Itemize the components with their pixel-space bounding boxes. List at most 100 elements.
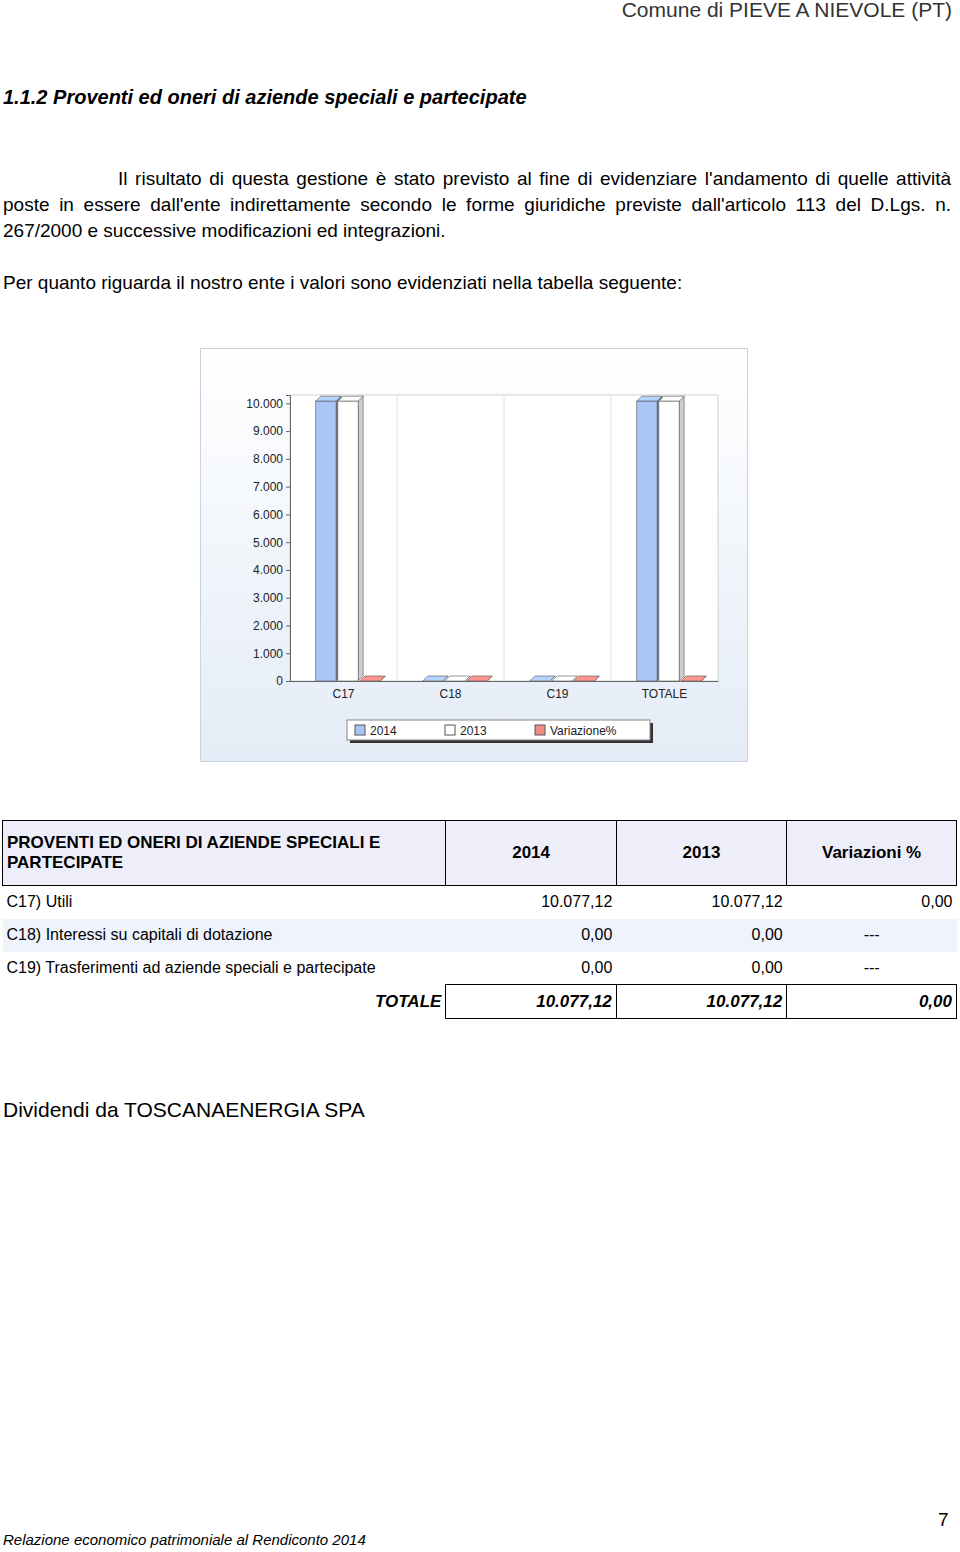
x-axis: C17 C18 C19 TOTALE (291, 681, 719, 701)
bar-top (530, 676, 555, 681)
bar (681, 681, 701, 682)
legend-label: 2014 (370, 724, 397, 738)
row: C18) Interessi su capitali di dotazione0… (3, 919, 957, 952)
tick-label: TOTALE (642, 687, 688, 701)
bar-top (338, 396, 363, 401)
tick-label: 10.000 (246, 397, 283, 411)
tick: 10.000 (246, 397, 290, 411)
cell: C18) Interessi su capitali di dotazione (3, 919, 446, 952)
tick-mark (286, 681, 290, 682)
cell: 0,00 (616, 952, 786, 985)
bar-group (552, 676, 577, 681)
bar (552, 681, 572, 682)
tick-label: 6.000 (253, 508, 283, 522)
legend-label: 2013 (460, 724, 487, 738)
note: Dividendi da TOSCANAENERGIA SPA (3, 1098, 365, 1122)
tick-mark (286, 653, 290, 654)
cell: 0,00 (446, 952, 616, 985)
bar-top (360, 676, 385, 681)
bar (530, 681, 550, 682)
tick-label: 4.000 (253, 563, 283, 577)
tick-label: 1.000 (253, 647, 283, 661)
cell: 0,00 (446, 919, 616, 952)
bar-side (679, 396, 684, 681)
tick-label: 2.000 (253, 619, 283, 633)
total-cell: 10.077,12 (446, 985, 616, 1019)
bar (637, 401, 657, 681)
header-cell: PROVENTI ED ONERI DI AZIENDE SPECIALI E … (3, 821, 446, 886)
tick-label: C17 (332, 687, 354, 701)
table: PROVENTI ED ONERI DI AZIENDE SPECIALI E … (2, 820, 957, 1019)
tick-mark (286, 459, 290, 460)
tick: 5.000 (253, 536, 290, 550)
plot-area (290, 395, 718, 681)
tick: 9.000 (253, 424, 290, 438)
y-axis: 0 1.000 2.000 3.000 4.000 5.000 6.000 7.000 8.00… (246, 396, 290, 689)
total-cell: TOTALE (3, 985, 446, 1019)
tick-mark (286, 598, 290, 599)
tick-label: 0 (276, 674, 283, 688)
tick-mark (286, 514, 290, 515)
bar-top (445, 676, 470, 681)
tick-label: C19 (546, 687, 568, 701)
tick: C18 (439, 681, 461, 701)
tick-label: 9.000 (253, 424, 283, 438)
cell: 10.077,12 (616, 886, 786, 919)
bar-top (423, 676, 448, 681)
total-cell: 0,00 (787, 985, 957, 1019)
header-cell: Variazioni % (787, 821, 957, 886)
paragraph: Il risultato di questa gestione è stato … (3, 166, 951, 244)
tick: 3.000 (253, 591, 290, 605)
tick-label: 3.000 (253, 591, 283, 605)
bar (423, 681, 443, 682)
tick: 4.000 (253, 563, 290, 577)
separator (611, 395, 612, 681)
bar-group (360, 676, 385, 681)
tick: TOTALE (642, 681, 688, 701)
bar-group (659, 396, 684, 681)
bar-group (338, 396, 363, 681)
bar (659, 401, 679, 681)
bar (574, 681, 594, 682)
bar-group (637, 396, 662, 681)
tick: C17 (332, 681, 354, 701)
tick: 0 (276, 674, 290, 688)
cell: C19) Trasferimenti ad aziende speciali e… (3, 952, 446, 985)
bar-group (681, 676, 706, 681)
tick-mark (286, 542, 290, 543)
tick-mark (286, 625, 290, 626)
bar-group (467, 676, 492, 681)
bar-top (637, 396, 662, 401)
chart-background (201, 349, 748, 762)
tick-label: 7.000 (253, 480, 283, 494)
bar-top (574, 676, 599, 681)
bar-top (659, 396, 684, 401)
bar-side (358, 396, 363, 681)
tick-label: 8.000 (253, 452, 283, 466)
axis-line (286, 396, 291, 682)
bar (360, 681, 380, 682)
cell: C17) Utili (3, 886, 446, 919)
header-row: PROVENTI ED ONERI DI AZIENDE SPECIALI E … (3, 821, 957, 886)
bar-group (574, 676, 599, 681)
cell: --- (787, 952, 957, 985)
legend-box (347, 720, 650, 740)
section-title: 1.1.2 Proventi ed oneri di aziende speci… (3, 86, 527, 109)
bar-top (681, 676, 706, 681)
tick-label: C18 (439, 687, 461, 701)
chart: 0 1.000 2.000 3.000 4.000 5.000 6.000 7.000 8.00… (200, 348, 748, 762)
legend-label: Variazione% (550, 724, 617, 738)
bars (316, 396, 706, 681)
bar-group (316, 396, 341, 681)
legend: 2014 2013 Variazione% (347, 720, 653, 743)
cell: --- (787, 919, 957, 952)
separator (397, 395, 398, 681)
tick: C19 (546, 681, 568, 701)
bar (445, 681, 465, 682)
header-cell: 2014 (446, 821, 616, 886)
page-footer: Relazione economico patrimoniale al Rend… (3, 1531, 366, 1548)
cell: 10.077,12 (446, 886, 616, 919)
page-number: 7 (938, 1509, 949, 1531)
row: C17) Utili10.077,1210.077,120,00 (3, 886, 957, 919)
cell: 0,00 (787, 886, 957, 919)
